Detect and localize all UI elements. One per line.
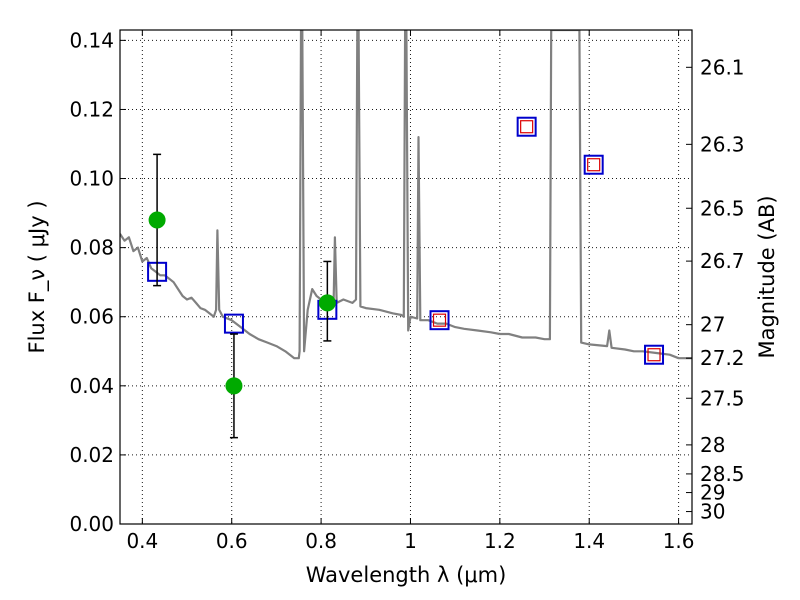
right-tick-label: 26.3 (700, 132, 745, 156)
axes: 0.4 0.6 0.8 1 1.2 1.4 1.6 0.00 0.02 0.04 0.06 0.08 0… (69, 28, 744, 553)
observed-flux-square (520, 120, 534, 134)
detection-point (225, 377, 243, 395)
detection-point (148, 211, 166, 229)
y-tick-label: 0.08 (69, 236, 114, 260)
y-axis-label: Flux F_ν ( μJy ) (25, 200, 50, 353)
right-tick-label: 28.5 (700, 462, 745, 486)
model-flux-square (583, 154, 604, 175)
x-tick-label: 1.4 (573, 529, 605, 553)
detection-point (318, 294, 336, 312)
y-tick-label: 0.12 (69, 97, 114, 121)
y-tick-label: 0.14 (69, 28, 114, 52)
x-tick-label: 1.6 (663, 529, 695, 553)
x-tick-label: 1.2 (484, 529, 516, 553)
model-flux-square (429, 310, 450, 331)
right-tick-label: 26.1 (700, 55, 745, 79)
observed-flux-square (432, 313, 447, 327)
right-tick-label: 27.5 (700, 386, 745, 410)
plot-frame (119, 29, 693, 525)
right-axis-label: Magnitude (AB) (755, 195, 779, 358)
right-tick-label: 30 (700, 500, 725, 524)
right-tick-label: 29 (700, 481, 725, 505)
y-tick-label: 0.10 (69, 167, 114, 191)
observed-flux-square (647, 348, 661, 362)
x-axis-label: Wavelength λ (μm) (306, 563, 507, 587)
model-flux-square (223, 313, 244, 334)
right-tick-label: 27.2 (700, 346, 745, 370)
x-tick-label: 0.8 (305, 529, 337, 553)
x-tick-label: 0.6 (216, 529, 248, 553)
x-tick-label: 1 (404, 529, 417, 553)
model-flux-square (644, 344, 665, 365)
right-tick-label: 26.7 (700, 249, 745, 273)
y-tick-label: 0.06 (69, 305, 114, 329)
x-tick-label: 0.4 (126, 529, 158, 553)
model-spectrum-line (120, 30, 692, 360)
y-tick-label: 0.02 (69, 443, 114, 467)
model-flux-square (516, 116, 537, 137)
plot-area (120, 30, 692, 439)
right-tick-label: 27 (700, 313, 725, 337)
y-tick-label: 0.04 (69, 374, 114, 398)
right-tick-label: 28 (700, 433, 725, 457)
right-tick-label: 26.5 (700, 196, 745, 220)
observed-flux-square (587, 158, 601, 172)
y-tick-label: 0.00 (69, 512, 114, 536)
